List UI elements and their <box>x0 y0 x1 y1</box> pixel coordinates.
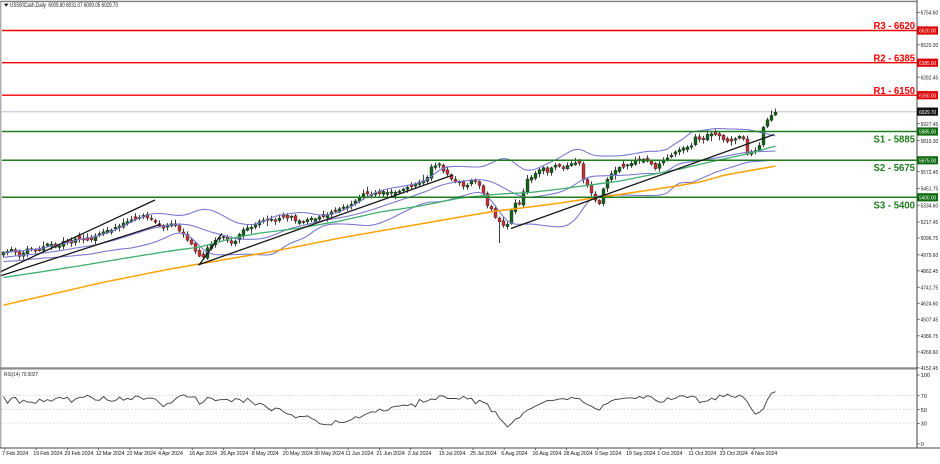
svg-text:11 Jun 2024: 11 Jun 2024 <box>345 451 373 457</box>
svg-text:S2 - 5675: S2 - 5675 <box>874 163 916 174</box>
svg-text:US500Cash,Daily 6009.80 6031.: US500Cash,Daily 6009.80 6031.07 6009.05 … <box>10 3 118 9</box>
svg-text:4741.75: 4741.75 <box>921 286 939 292</box>
svg-text:S3 - 5400: S3 - 5400 <box>874 201 916 212</box>
svg-text:6754.60: 6754.60 <box>921 11 939 17</box>
svg-text:R1 - 6150: R1 - 6150 <box>874 86 916 97</box>
svg-text:5572.45: 5572.45 <box>921 170 939 176</box>
svg-text:30: 30 <box>921 422 927 428</box>
svg-text:4979.60: 4979.60 <box>921 253 939 259</box>
svg-text:16 Apr 2024: 16 Apr 2024 <box>189 451 217 457</box>
svg-text:5675.00: 5675.00 <box>919 159 936 165</box>
svg-text:5334.60: 5334.60 <box>921 203 939 209</box>
svg-text:4269.60: 4269.60 <box>921 350 939 356</box>
svg-text:23 Oct 2024: 23 Oct 2024 <box>720 451 748 457</box>
svg-text:5927.45: 5927.45 <box>921 122 939 128</box>
svg-text:1 Oct 2024: 1 Oct 2024 <box>657 451 682 457</box>
svg-text:5217.45: 5217.45 <box>921 220 939 226</box>
svg-text:7 Feb 2024: 7 Feb 2024 <box>2 451 28 457</box>
svg-text:3 Jul 2024: 3 Jul 2024 <box>408 451 432 457</box>
svg-text:9 Sep 2024: 9 Sep 2024 <box>595 451 621 457</box>
svg-text:6029.70: 6029.70 <box>919 110 936 116</box>
svg-text:6282.45: 6282.45 <box>921 75 939 81</box>
svg-text:4624.60: 4624.60 <box>921 302 939 308</box>
svg-text:8 May 2024: 8 May 2024 <box>252 451 279 457</box>
svg-text:11 Oct 2024: 11 Oct 2024 <box>688 451 716 457</box>
svg-text:5810.30: 5810.30 <box>921 139 939 145</box>
svg-text:4152.45: 4152.45 <box>921 366 939 372</box>
svg-text:100: 100 <box>921 373 930 379</box>
svg-text:19 Feb 2024: 19 Feb 2024 <box>33 451 62 457</box>
svg-text:19 Sep 2024: 19 Sep 2024 <box>626 451 655 457</box>
svg-text:4386.75: 4386.75 <box>921 334 939 340</box>
svg-text:5885.00: 5885.00 <box>919 130 936 136</box>
svg-text:R2 - 6385: R2 - 6385 <box>874 53 916 64</box>
svg-text:26 Apr 2024: 26 Apr 2024 <box>220 451 248 457</box>
svg-text:22 Mar 2024: 22 Mar 2024 <box>127 451 156 457</box>
svg-text:20 May 2024: 20 May 2024 <box>283 451 313 457</box>
svg-text:R3 - 6620: R3 - 6620 <box>874 21 916 32</box>
svg-text:15 Jul 2024: 15 Jul 2024 <box>439 451 466 457</box>
svg-text:29 Feb 2024: 29 Feb 2024 <box>64 451 93 457</box>
svg-text:28 Aug 2024: 28 Aug 2024 <box>564 451 593 457</box>
svg-text:RSI(14) 70.0027: RSI(14) 70.0027 <box>4 372 38 378</box>
svg-text:50: 50 <box>921 408 927 414</box>
svg-text:4507.45: 4507.45 <box>921 318 939 324</box>
svg-text:5096.75: 5096.75 <box>921 236 939 242</box>
svg-text:4 Nov 2024: 4 Nov 2024 <box>751 451 777 457</box>
svg-text:6620.00: 6620.00 <box>919 29 936 35</box>
svg-text:30 May 2024: 30 May 2024 <box>314 451 344 457</box>
svg-text:6 Aug 2024: 6 Aug 2024 <box>501 451 527 457</box>
svg-text:S1 - 5885: S1 - 5885 <box>874 134 916 145</box>
svg-text:5451.75: 5451.75 <box>921 187 939 193</box>
svg-text:21 Jun 2024: 21 Jun 2024 <box>376 451 404 457</box>
svg-text:6150.00: 6150.00 <box>919 93 936 99</box>
svg-text:6520.30: 6520.30 <box>921 43 939 49</box>
svg-text:25 Jul 2024: 25 Jul 2024 <box>470 451 497 457</box>
svg-text:16 Aug 2024: 16 Aug 2024 <box>532 451 561 457</box>
svg-text:0: 0 <box>921 442 924 448</box>
svg-text:4862.45: 4862.45 <box>921 269 939 275</box>
svg-text:4 Apr 2024: 4 Apr 2024 <box>158 451 183 457</box>
svg-text:12 Mar 2024: 12 Mar 2024 <box>96 451 125 457</box>
svg-text:70: 70 <box>921 394 927 400</box>
svg-text:5400.00: 5400.00 <box>919 196 936 202</box>
svg-text:6385.00: 6385.00 <box>919 61 936 67</box>
